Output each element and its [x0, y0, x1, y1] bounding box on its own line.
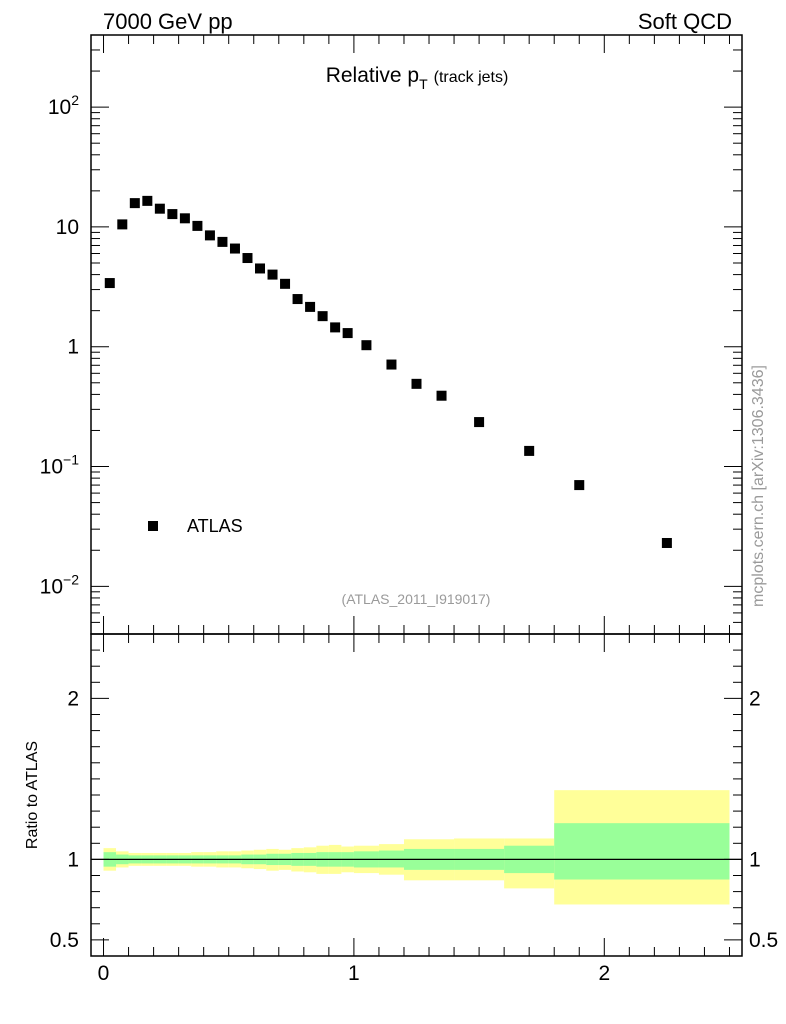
atlas-data-point — [142, 195, 153, 206]
atlas-data-point — [305, 301, 316, 312]
atlas-data-point — [280, 278, 291, 289]
title-suffix: (track jets) — [434, 69, 509, 86]
atlas-data-point — [242, 253, 253, 264]
atlas-data-point — [574, 480, 585, 491]
main-axes: 102 10 1 10−1 10−2 — [40, 34, 742, 635]
ratio-x-tick-label: 1 — [348, 962, 360, 985]
ratio-y-axis-label: Ratio to ATLAS — [24, 741, 41, 849]
ratio-y-tick-label-right: 0.5 — [749, 929, 778, 952]
atlas-data-point — [361, 340, 372, 351]
ratio-y-tick-label-right: 1 — [749, 848, 761, 871]
ratio-bands — [91, 790, 742, 905]
main-y-tick-label: 10−1 — [40, 452, 80, 479]
ratio-y-tick-label: 2 — [67, 687, 79, 710]
atlas-data-point — [317, 311, 328, 322]
atlas-data-point — [204, 230, 215, 241]
atlas-data-point — [386, 359, 397, 370]
atlas-data-point — [129, 198, 140, 209]
atlas-data-point — [524, 445, 535, 456]
ratio-axes: 0.5 0.5 1 1 2 2 0 1 2 — [50, 633, 778, 985]
ratio-x-tick-label: 0 — [98, 962, 110, 985]
main-plot-frame — [90, 34, 743, 635]
atlas-data-point — [661, 537, 672, 548]
main-y-tick-label: 102 — [48, 92, 79, 119]
ratio-y-tick-label: 0.5 — [50, 929, 79, 952]
ratio-y-tick-label-right: 2 — [749, 687, 761, 710]
main-plot-title: Relative pT (track jets) — [326, 64, 509, 92]
ratio-plot-frame — [90, 633, 743, 957]
ratio-y-tick-label: 1 — [67, 848, 79, 871]
title-sub: T — [419, 76, 428, 92]
atlas-data-point — [267, 269, 278, 280]
header-right-label: Soft QCD — [638, 9, 732, 34]
atlas-data-point — [104, 278, 115, 289]
legend: ATLAS — [148, 516, 243, 536]
main-y-tick-label: 10−2 — [40, 571, 80, 598]
header-left-label: 7000 GeV pp — [103, 9, 233, 34]
atlas-data-point — [167, 209, 178, 220]
atlas-data-point — [154, 203, 165, 214]
legend-marker — [148, 521, 158, 531]
analysis-watermark: (ATLAS_2011_I919017) — [342, 591, 491, 607]
atlas-data-point — [411, 378, 422, 389]
main-y-tick-label: 1 — [67, 336, 79, 359]
atlas-data-point — [255, 263, 266, 274]
source-side-label: mcplots.cern.ch [arXiv:1306.3436] — [750, 365, 767, 607]
atlas-data-point — [474, 417, 485, 428]
atlas-data-point — [330, 322, 341, 333]
atlas-data-point — [229, 243, 240, 254]
atlas-data-point — [436, 390, 447, 401]
atlas-data-point — [292, 294, 303, 305]
main-y-tick-label: 10 — [56, 216, 79, 239]
main-data-points — [104, 195, 672, 548]
ratio-panel: 0.5 0.5 1 1 2 2 0 1 2 Ratio to ATLAS — [24, 633, 778, 985]
atlas-data-point — [342, 328, 353, 339]
atlas-data-point — [117, 219, 128, 230]
atlas-data-point — [179, 213, 190, 224]
atlas-data-point — [217, 236, 228, 247]
ratio-band-stat-bin — [554, 823, 730, 880]
title-main: Relative p — [326, 64, 419, 87]
main-panel: 102 10 1 10−1 10−2 Relative pT (track jets) (… — [40, 34, 743, 635]
legend-entry-label: ATLAS — [187, 516, 243, 536]
atlas-data-point — [192, 220, 203, 231]
ratio-x-tick-label: 2 — [598, 962, 610, 985]
